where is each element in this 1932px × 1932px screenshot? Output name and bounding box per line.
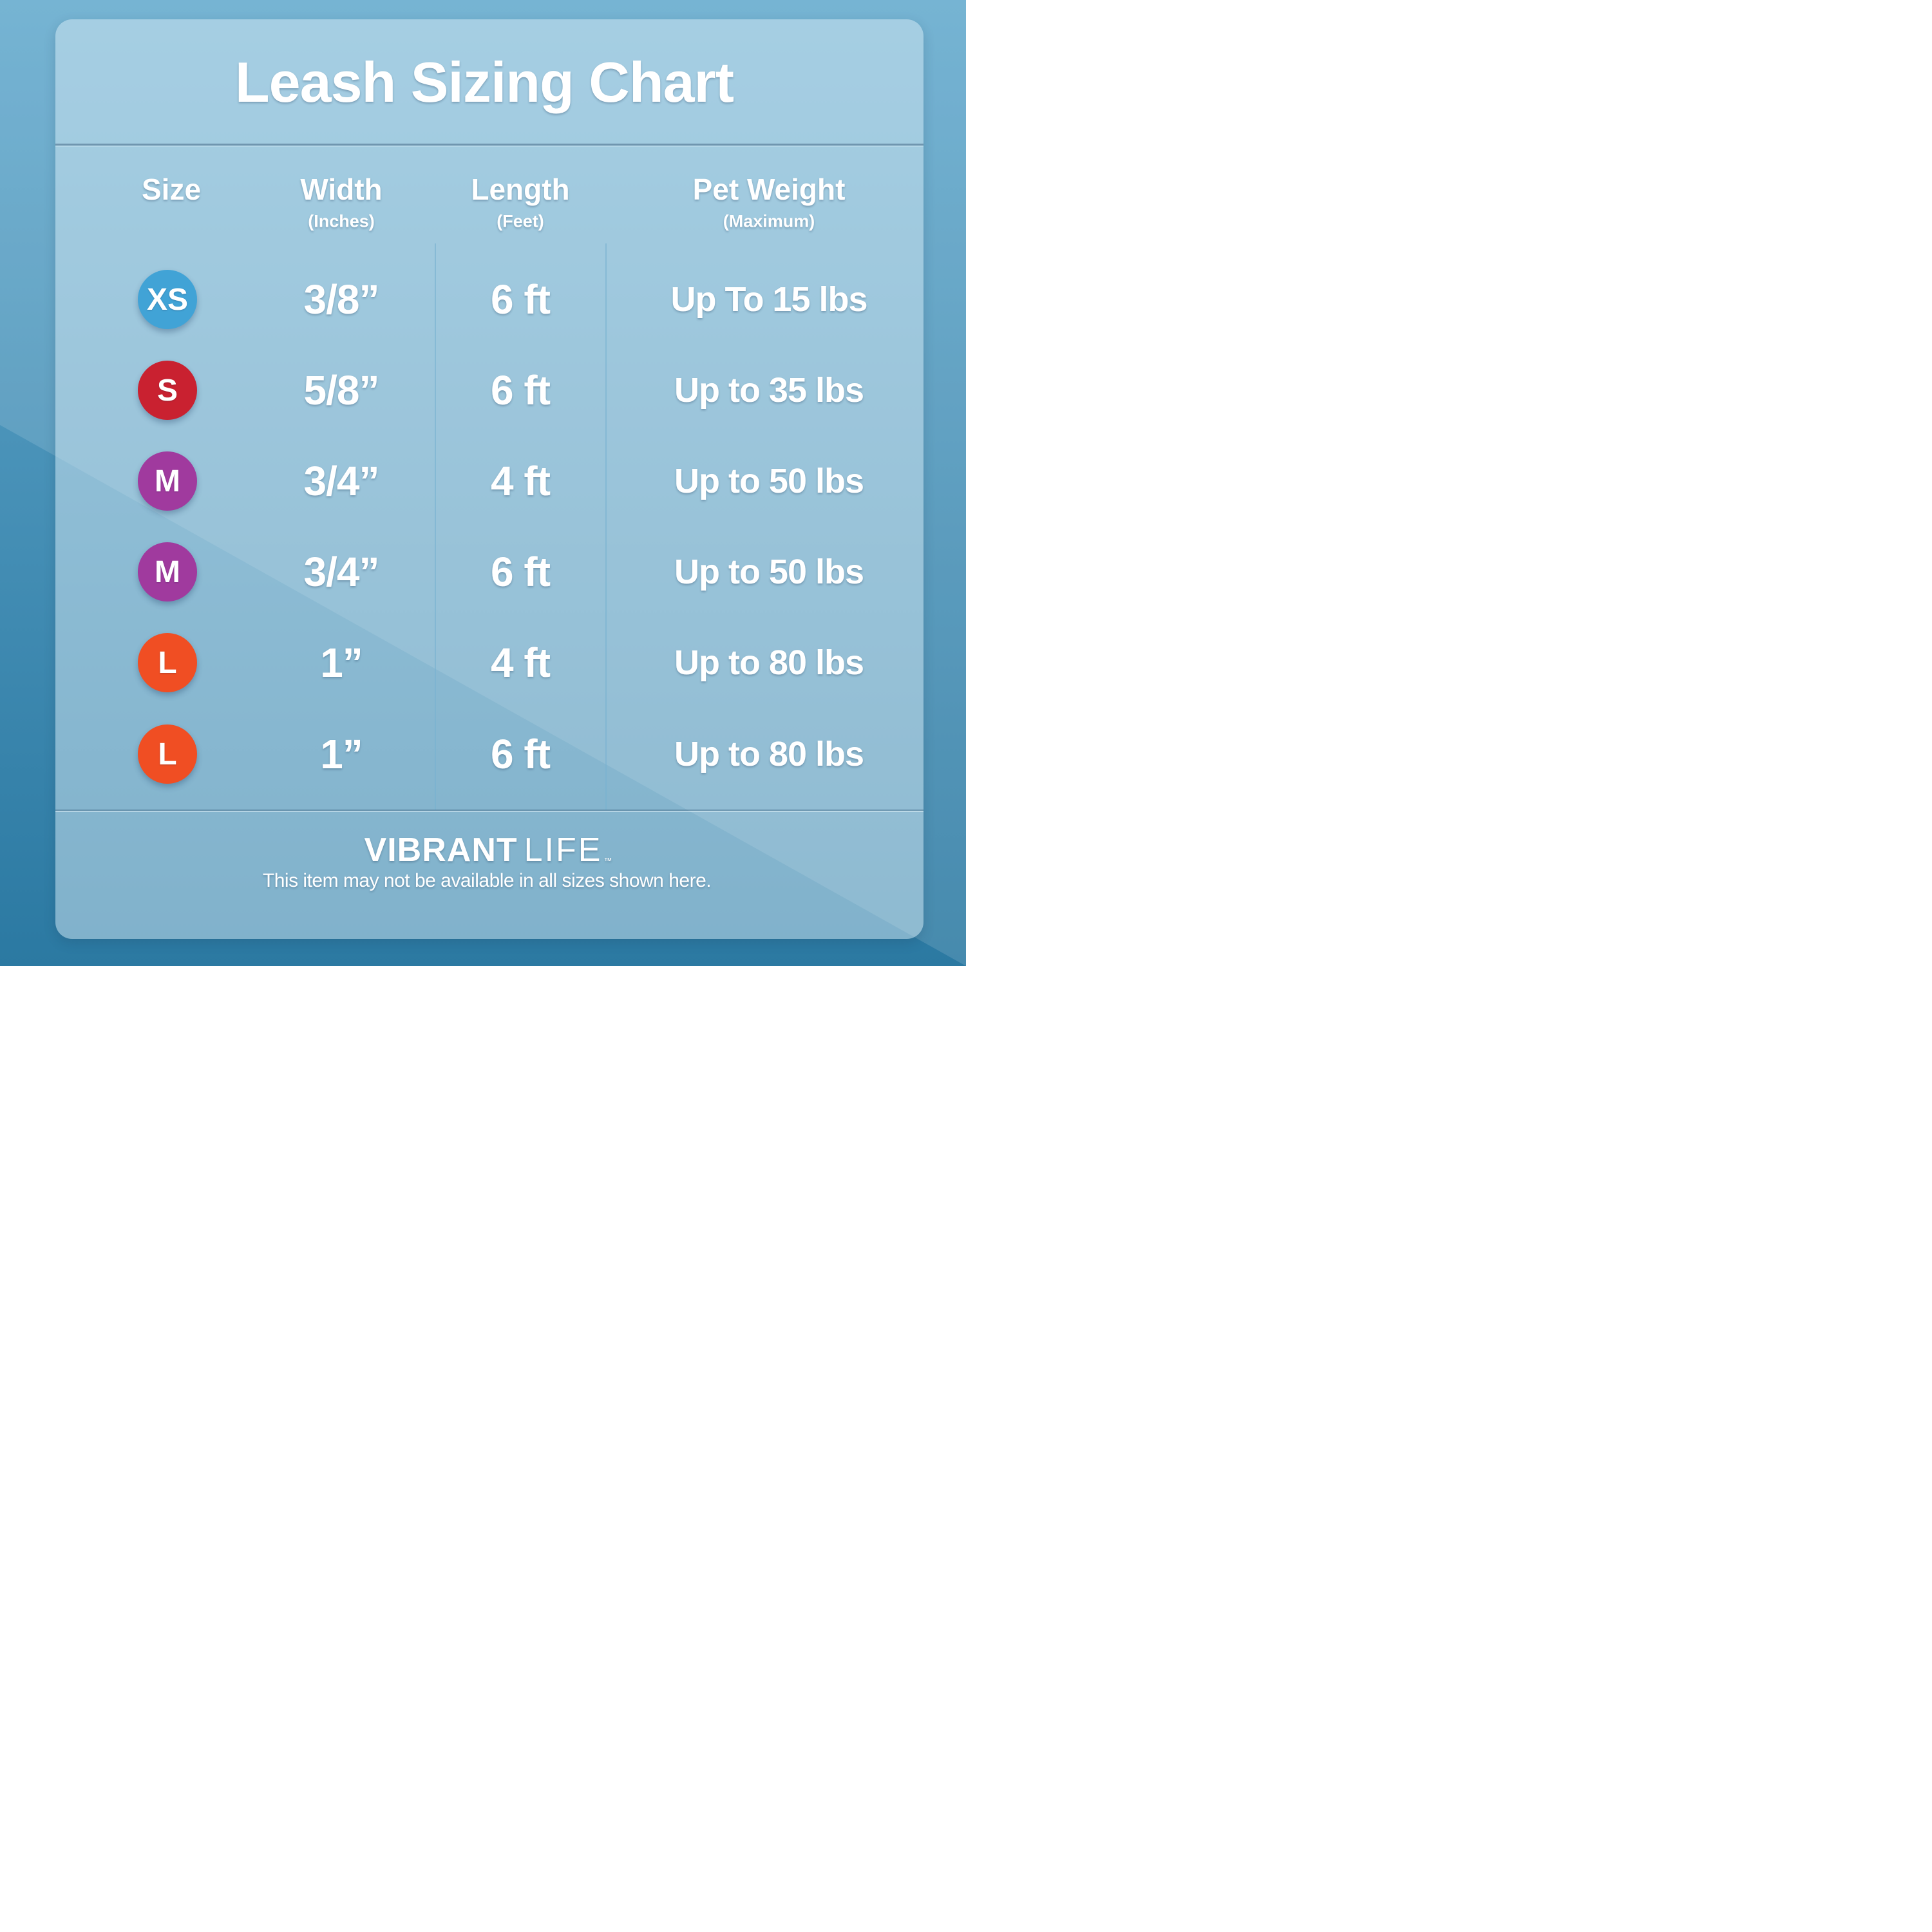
- weight-cell: Up to 80 lbs: [674, 735, 864, 773]
- size-badge-label: L: [158, 737, 177, 772]
- length-cell: 4 ft: [491, 639, 551, 686]
- length-cell: 6 ft: [491, 367, 551, 413]
- weight-cell: Up To 15 lbs: [670, 280, 867, 319]
- size-badge-m: M: [138, 542, 197, 601]
- width-cell: 3/4”: [303, 458, 380, 504]
- size-badge-l: L: [138, 724, 197, 784]
- weight-cell: Up to 35 lbs: [674, 371, 864, 410]
- column-subheader-inches: (Inches): [308, 211, 375, 231]
- size-badge-xs: XS: [138, 270, 197, 329]
- column-divider-1: [435, 243, 436, 810]
- length-cell: 6 ft: [491, 276, 551, 323]
- column-subheader-maximum: (Maximum): [723, 211, 815, 231]
- weight-cell: Up to 50 lbs: [674, 462, 864, 500]
- size-badge-m: M: [138, 451, 197, 511]
- size-badge-l: L: [138, 633, 197, 692]
- length-cell: 4 ft: [491, 458, 551, 504]
- availability-disclaimer: This item may not be available in all si…: [262, 870, 712, 891]
- width-cell: 5/8”: [303, 367, 380, 413]
- vibrant-life-logo: VIBRANT LIFE ™: [365, 831, 612, 869]
- length-cell: 6 ft: [491, 731, 551, 777]
- page-title: Leash Sizing Chart: [234, 50, 734, 114]
- column-header-length: Length: [471, 173, 570, 206]
- trademark-symbol: ™: [603, 856, 612, 866]
- brand-word-vibrant: VIBRANT: [364, 831, 518, 869]
- length-cell: 6 ft: [491, 549, 551, 595]
- column-subheader-feet: (Feet): [497, 211, 544, 231]
- size-badge-label: M: [155, 554, 180, 589]
- column-header-width: Width: [300, 173, 383, 206]
- width-cell: 3/8”: [303, 276, 380, 323]
- weight-cell: Up to 50 lbs: [674, 553, 864, 591]
- column-header-size: Size: [141, 173, 202, 206]
- title-divider: [55, 144, 923, 146]
- chart-panel: [55, 19, 923, 939]
- size-badge-label: S: [156, 373, 178, 408]
- footer-divider: [55, 810, 923, 811]
- leash-sizing-chart-infographic: Leash Sizing Chart Size Width (Inches) L…: [0, 0, 966, 966]
- weight-cell: Up to 80 lbs: [674, 643, 864, 682]
- column-header-pet-weight: Pet Weight: [692, 173, 846, 206]
- size-badge-s: S: [138, 361, 197, 420]
- brand-word-life: LIFE: [524, 831, 603, 869]
- size-badge-label: L: [158, 645, 177, 680]
- size-badge-label: XS: [146, 282, 189, 317]
- width-cell: 1”: [320, 731, 363, 777]
- size-badge-label: M: [155, 464, 180, 498]
- column-divider-2: [605, 243, 607, 810]
- width-cell: 3/4”: [303, 549, 380, 595]
- width-cell: 1”: [320, 639, 363, 686]
